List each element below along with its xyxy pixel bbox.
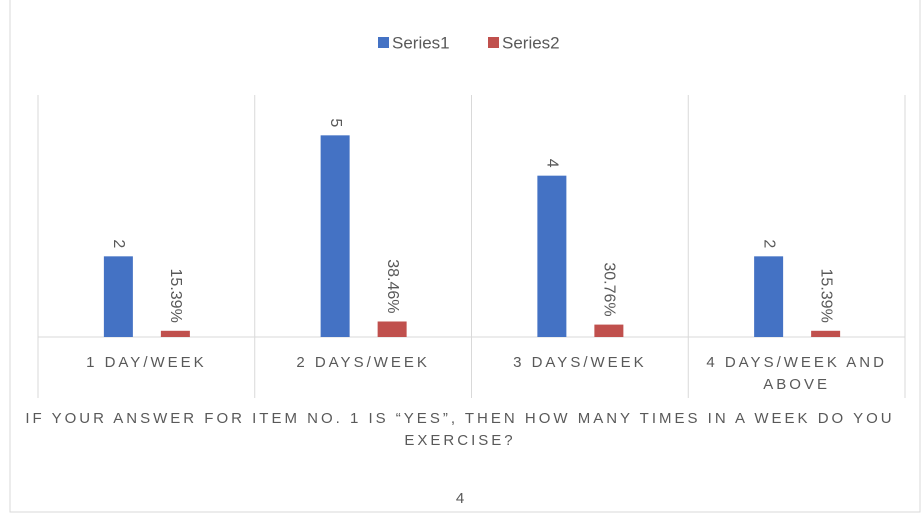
bar [320, 135, 350, 337]
legend-swatch [378, 37, 389, 48]
data-label: 2 [110, 239, 127, 248]
bar [754, 256, 784, 337]
bar [811, 330, 841, 337]
data-label: 38.46% [384, 259, 401, 313]
bar [160, 330, 190, 337]
data-label: 5 [327, 118, 344, 127]
x-axis-title: IF YOUR ANSWER FOR ITEM NO. 1 IS “YES”, … [25, 410, 895, 449]
data-label: 15.39% [167, 269, 184, 323]
chart-frame [9, 0, 921, 513]
x-tick-label: 2 DAYS/WEEK [296, 354, 430, 371]
x-tick-label: 1 DAY/WEEK [86, 354, 207, 371]
data-label: 2 [760, 239, 777, 248]
data-label: 4 [544, 159, 561, 168]
legend-swatch [488, 37, 499, 48]
data-label: 15.39% [817, 269, 834, 323]
data-label: 30.76% [601, 262, 618, 316]
bar [103, 256, 133, 337]
legend-label: Series1 [392, 33, 450, 52]
bar [377, 321, 407, 337]
bar [537, 175, 567, 337]
legend-label: Series2 [502, 33, 560, 52]
x-tick-label: 4 DAYS/WEEK AND ABOVE [706, 354, 887, 393]
x-tick-label: 3 DAYS/WEEK [513, 354, 647, 371]
bar [594, 324, 624, 337]
footnote: 4 [455, 490, 465, 507]
